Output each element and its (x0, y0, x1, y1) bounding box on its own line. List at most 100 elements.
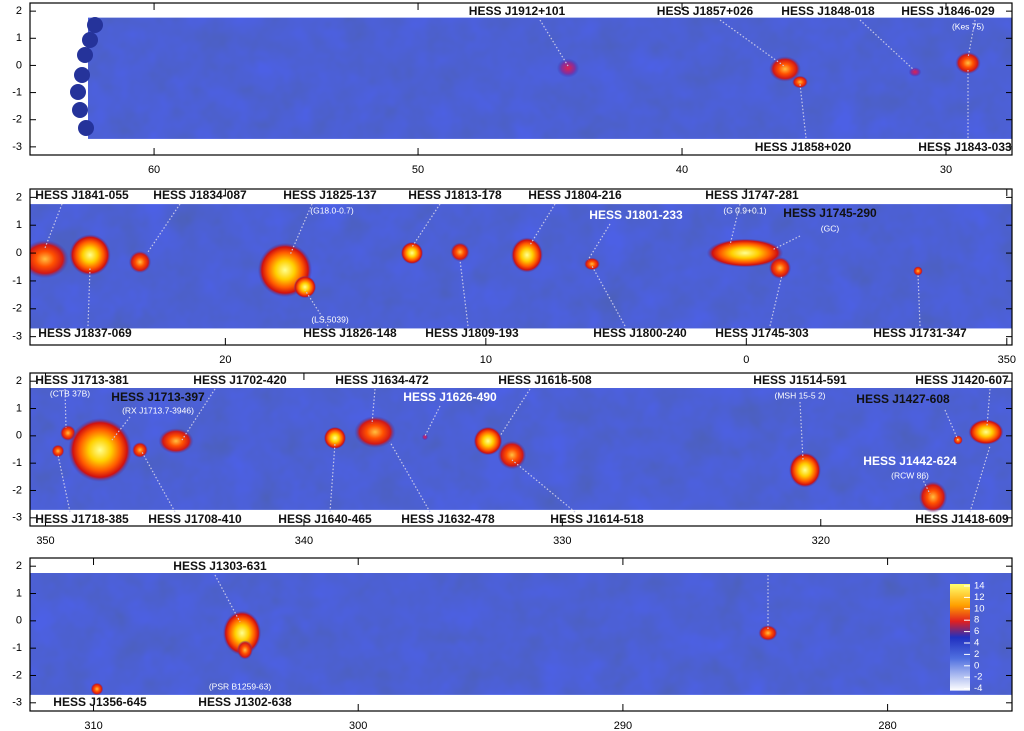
leader-line (719, 19, 785, 67)
leader-line (529, 203, 556, 246)
source-label: HESS J1747-281 (705, 188, 799, 202)
source-label: HESS J1514-591 (753, 373, 847, 387)
leader-line (44, 203, 63, 249)
leader-line (289, 203, 313, 256)
source-label: HESS J1912+101 (469, 4, 566, 18)
x-tick-label: 60 (148, 164, 160, 176)
map-edge (87, 17, 103, 33)
colorbar-label: 4 (974, 638, 979, 649)
hotspot (400, 241, 424, 265)
leader-line (459, 259, 469, 327)
y-tick-label: 1 (16, 32, 22, 44)
hotspot (90, 682, 104, 696)
panel: -3 -2 -1 0 1 2 20 10 0 350 HESS J1841-055 HESS J183… (12, 188, 1016, 366)
x-tick-label: 300 (349, 720, 367, 731)
leader-line (499, 388, 531, 437)
hotspot (955, 51, 981, 75)
map-edge (77, 47, 93, 63)
x-tick-label: 0 (743, 354, 749, 366)
source-label: HESS J1858+020 (755, 140, 852, 154)
leader-line (141, 451, 176, 513)
leader-line (411, 203, 441, 248)
source-label: HESS J1825-137 (283, 188, 377, 202)
colorbar-label: 2 (974, 649, 979, 660)
source-label: HESS J1834-087 (153, 188, 247, 202)
colorbar-label: 8 (974, 615, 979, 626)
y-tick-label: -3 (12, 697, 22, 709)
map (30, 388, 1012, 513)
source-label: HESS J1713-397 (111, 390, 205, 404)
source-label: HESS J1745-290 (783, 206, 877, 220)
x-tick-label: 330 (553, 535, 571, 547)
leader-line (87, 267, 91, 327)
hotspot (768, 256, 792, 280)
leader-line (986, 388, 991, 427)
hotspot (918, 481, 948, 513)
source-label: HESS J1857+026 (657, 4, 754, 18)
source-label: HESS J1616-508 (498, 373, 592, 387)
source-alias: (LS 5039) (311, 314, 348, 324)
y-tick-label: -2 (12, 114, 22, 126)
y-tick-label: 2 (16, 560, 22, 572)
map-noise (30, 573, 1012, 695)
colorbar-label: 0 (974, 660, 979, 671)
source-label: HESS J1356-645 (53, 695, 147, 709)
panel: -3 -2 -1 0 1 2 350 340 330 320 HESS J1713-381(CTB … (12, 372, 1013, 547)
y-tick-label: -2 (12, 484, 22, 496)
y-tick-label: -3 (12, 512, 22, 524)
hotspot (68, 418, 132, 482)
colorbar-label: -4 (974, 683, 982, 694)
hotspot (421, 433, 429, 441)
source-label: HESS J1813-178 (408, 188, 502, 202)
hotspot (792, 75, 808, 89)
source-alias: (RX J1713.7-3946) (122, 405, 194, 415)
hotspot (450, 242, 470, 262)
x-tick-label: 10 (480, 354, 492, 366)
hotspot (913, 266, 923, 276)
hotspot (237, 640, 253, 660)
source-label: HESS J1632-478 (401, 512, 495, 526)
x-tick-label: 320 (812, 535, 830, 547)
y-tick-label: 1 (16, 219, 22, 231)
leader-line (587, 223, 611, 261)
hotspot (128, 250, 152, 274)
y-tick-label: 1 (16, 402, 22, 414)
leader-line (111, 416, 131, 441)
source-alias: (GC) (821, 223, 840, 233)
map (30, 204, 1012, 329)
hotspot (511, 237, 543, 273)
hotspot (769, 56, 801, 82)
y-tick-label: -3 (12, 141, 22, 153)
y-tick-label: -1 (12, 86, 22, 98)
y-tick-label: -1 (12, 642, 22, 654)
source-label: HESS J1809-193 (425, 326, 519, 340)
source-label: HESS J1626-490 (403, 390, 497, 404)
panel: -3 -2 -1 0 1 2 60 50 40 30 HESS J1912+101 HESS J185… (12, 2, 1013, 176)
source-alias: (G 0.9+0.1) (723, 205, 766, 215)
frame (29, 2, 1013, 156)
hotspot (293, 275, 317, 299)
hotspot (132, 442, 148, 458)
source-label: HESS J1418-609 (915, 512, 1009, 526)
hotspot (323, 426, 347, 450)
source-alias: (Kes 75) (952, 21, 984, 31)
leader-line (799, 401, 804, 461)
hotspot (706, 238, 784, 268)
leader-line (921, 477, 931, 495)
colorbar-label: 6 (974, 626, 979, 637)
source-label: HESS J1427-608 (856, 392, 950, 406)
colorbar-label: 10 (974, 603, 985, 614)
leader-line (389, 441, 431, 513)
leader-line (329, 442, 336, 513)
source-label: HESS J1800-240 (593, 326, 687, 340)
source-label: HESS J1302-638 (198, 695, 292, 709)
source-label: HESS J1837-069 (38, 326, 132, 340)
y-tick-label: 1 (16, 587, 22, 599)
source-label: HESS J1442-624 (863, 454, 957, 468)
source-label: HESS J1718-385 (35, 512, 129, 526)
leader-line (371, 388, 376, 425)
source-label: HESS J1708-410 (148, 512, 242, 526)
leader-line (57, 454, 71, 513)
